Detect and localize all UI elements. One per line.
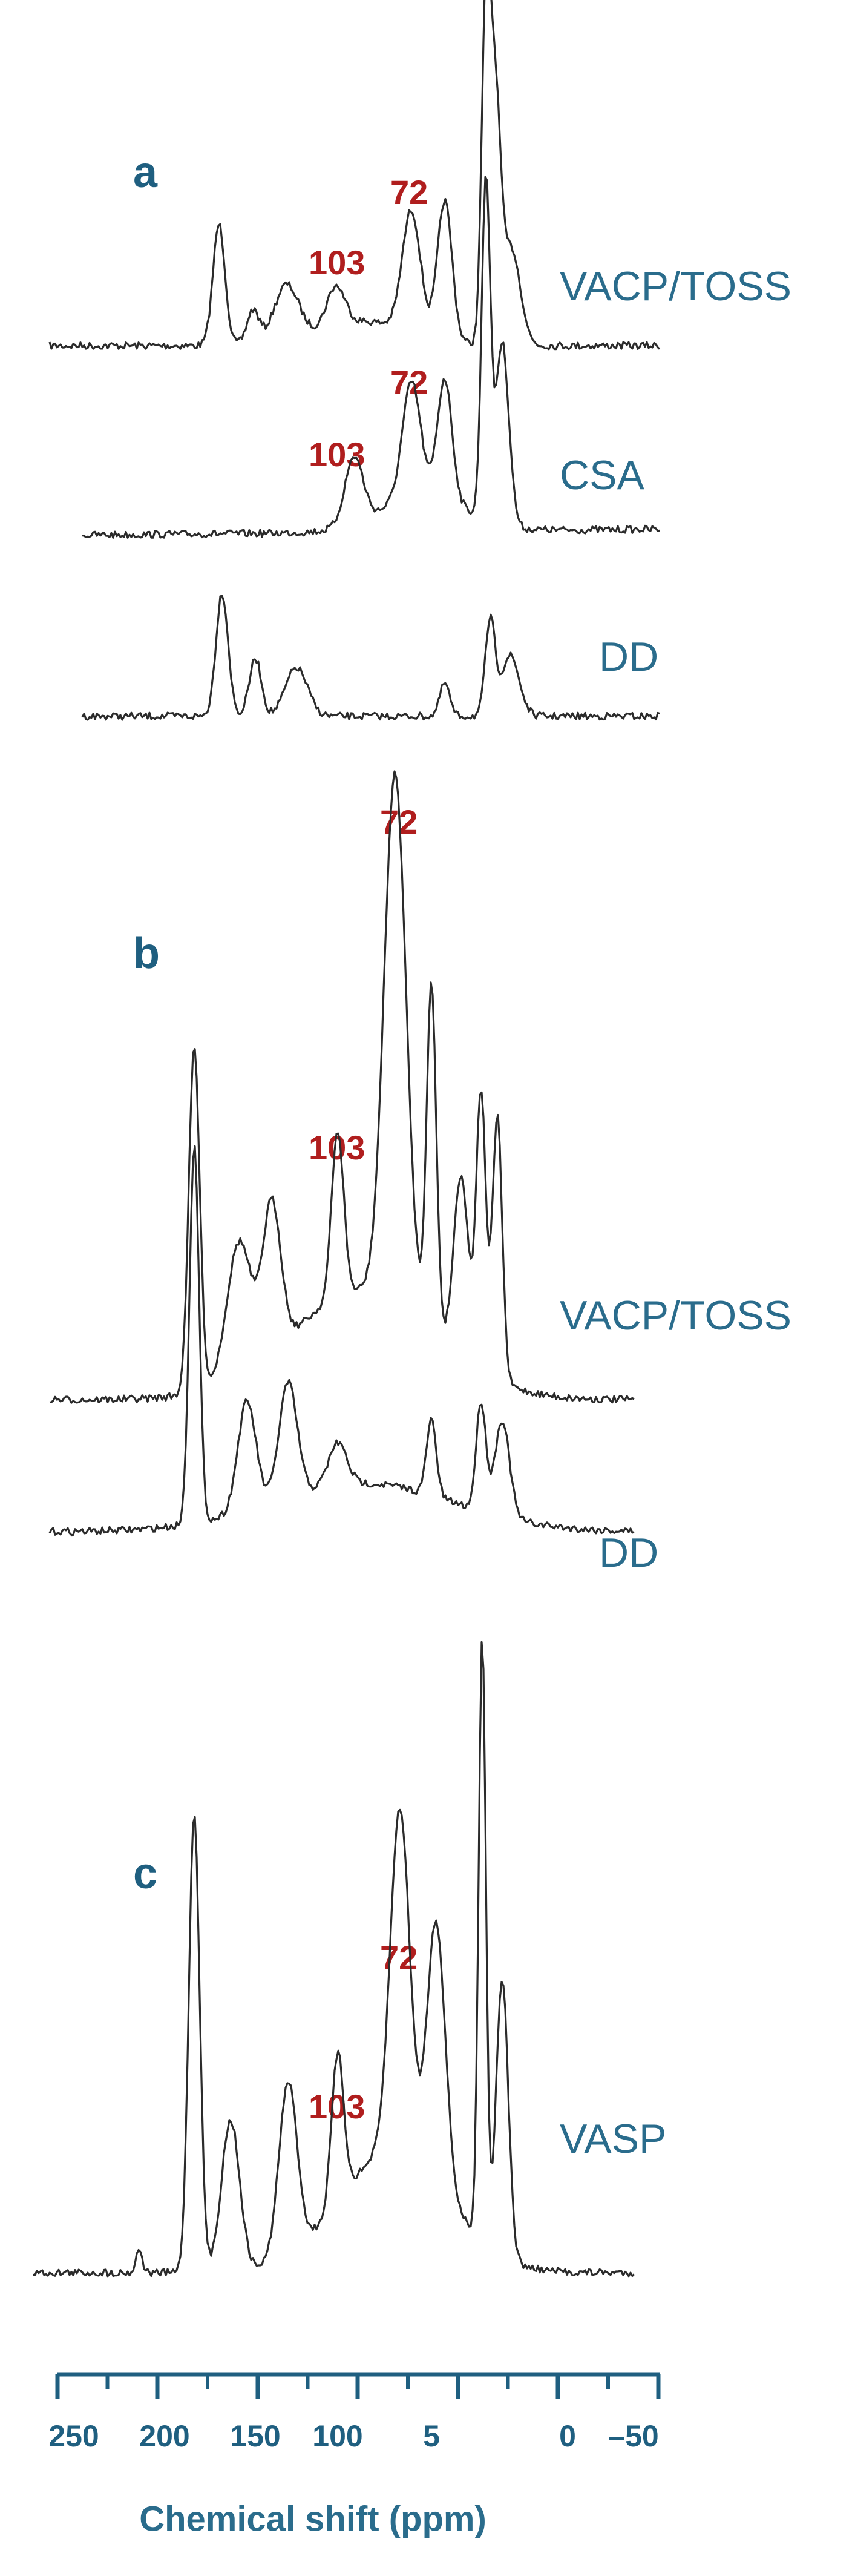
panel-label: c — [133, 1850, 157, 1898]
peak-label: 103 — [309, 2087, 365, 2126]
tick-label: 5 — [423, 2419, 440, 2453]
peak-label: 72 — [390, 173, 428, 211]
trace-label: DD — [599, 1530, 658, 1576]
spectrum-trace — [82, 176, 660, 539]
peak-label: 72 — [380, 1939, 418, 1977]
trace-label: VACP/TOSS — [560, 1293, 791, 1339]
peak-label: 103 — [309, 243, 365, 282]
tick-label: 100 — [312, 2419, 362, 2453]
axis-title: Chemical shift (ppm) — [139, 2499, 486, 2538]
spectrum-trace — [48, 0, 661, 351]
tick-label: 250 — [48, 2419, 99, 2453]
tick-label: –50 — [608, 2419, 658, 2453]
trace-label: VASP — [560, 2116, 666, 2162]
tick-label: 0 — [559, 2419, 576, 2453]
trace-label: VACP/TOSS — [560, 263, 791, 309]
panel-label: b — [133, 929, 160, 978]
trace-label: DD — [599, 634, 658, 680]
peak-label: 103 — [309, 435, 365, 473]
tick-label: 200 — [139, 2419, 189, 2453]
panel-label: a — [133, 148, 158, 197]
spectrum-trace — [81, 595, 660, 721]
spectrum-trace — [49, 770, 635, 1404]
spectrum-trace — [48, 1145, 635, 1537]
spectrum-trace — [33, 1641, 635, 2278]
trace-label: CSA — [560, 452, 644, 498]
tick-label: 150 — [230, 2419, 280, 2453]
